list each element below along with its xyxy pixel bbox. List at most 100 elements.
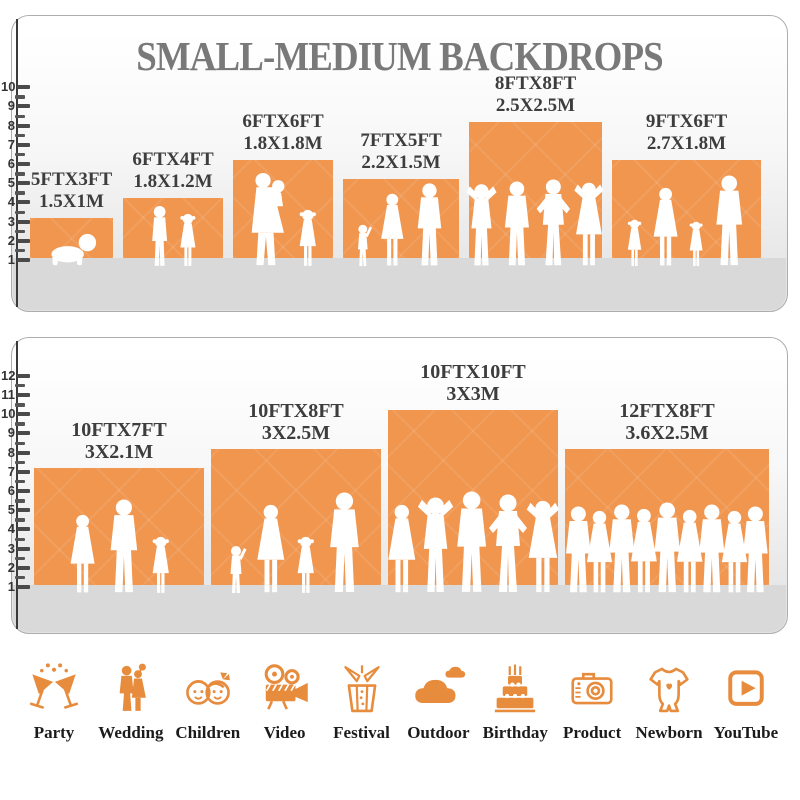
size-label-ft: 12FTX8FT — [619, 400, 715, 422]
floor — [13, 585, 786, 632]
ruler-number: 2 — [7, 559, 15, 575]
woman-silhouette — [65, 514, 100, 594]
wedding-icon — [119, 663, 146, 711]
backdrop-size-label: 9FTX6FT 2.7X1.8M — [646, 111, 727, 155]
ruler-tick-major — [17, 527, 30, 532]
category-party: Party — [18, 660, 90, 772]
man-hips-silhouette — [534, 179, 573, 267]
size-label-ft: 7FTX5FT — [360, 130, 442, 151]
birthday-cake-icon — [495, 664, 536, 713]
ruler-tick-minor — [15, 403, 25, 407]
size-label-m: 3X2.5M — [261, 422, 331, 444]
people-silhouettes — [335, 183, 467, 267]
ruler-tick-major — [17, 373, 30, 378]
size-label-m: 2.5X2.5M — [495, 95, 576, 116]
ruler-number: 5 — [7, 502, 15, 518]
ruler-tick-major — [17, 508, 30, 513]
man-silhouette — [411, 183, 448, 267]
children-icon — [185, 672, 230, 705]
photo-camera-icon — [571, 672, 613, 705]
ruler-tick-minor — [15, 518, 25, 522]
size-label-m: 2.7X1.8M — [646, 133, 727, 154]
size-label-m: 3.6X2.5M — [625, 422, 709, 444]
people-silhouettes — [22, 231, 121, 267]
ruler-tick-major — [17, 238, 30, 243]
ruler-tick-minor — [15, 229, 25, 234]
size-label-ft: 6FTX4FT — [132, 149, 214, 170]
baby-silhouette — [42, 231, 100, 267]
ruler-number: 2 — [7, 232, 15, 248]
ruler-tick-major — [17, 104, 30, 109]
people-silhouettes — [557, 502, 777, 594]
category-newborn: Newborn — [633, 660, 705, 772]
panel-small-medium: SMALL-MEDIUM BACKDROPS 1 2 3 4 5 6 7 8 9 10 5FTX3… — [1, 15, 788, 312]
ruler-number: 5 — [7, 175, 15, 191]
page-title: SMALL-MEDIUM BACKDROPS — [136, 33, 663, 79]
ruler-number: 7 — [7, 463, 15, 479]
man-silhouette — [709, 175, 749, 267]
category-wedding: Wedding — [95, 660, 167, 772]
ruler-tick-minor — [15, 575, 25, 580]
category-label: Wedding — [98, 723, 164, 742]
ruler-number: 3 — [7, 540, 15, 556]
ruler-tick-major — [17, 200, 30, 205]
floor — [13, 258, 786, 310]
ruler-number: 6 — [7, 483, 15, 498]
ruler-number: 8 — [7, 444, 15, 460]
backdrop-size-label: 8FTX8FT 2.5X2.5M — [495, 73, 576, 117]
ruler-number: 4 — [7, 194, 15, 210]
size-label-m: 1.8X1.8M — [243, 133, 323, 154]
people-silhouettes — [461, 179, 610, 267]
backdrop-size-label: 6FTX4FT 1.8X1.2M — [132, 149, 213, 193]
ruler-tick-minor — [15, 479, 25, 484]
category-label: Birthday — [482, 723, 548, 742]
man-silhouette — [103, 499, 145, 594]
ruler-tick-minor — [15, 191, 25, 195]
category-product: Product — [556, 660, 628, 772]
ruler-tick-major — [17, 219, 30, 224]
ruler-number: 12 — [1, 367, 16, 383]
size-label-m: 3X2.1M — [84, 441, 154, 463]
category-label: Party — [33, 723, 75, 742]
ruler-tick-major — [17, 162, 30, 166]
ruler-tick-minor — [15, 383, 25, 388]
ruler-number: 9 — [7, 425, 15, 441]
ruler-number: 11 — [1, 387, 15, 402]
ruler-tick-major — [17, 431, 30, 436]
people-silhouettes — [225, 172, 341, 267]
woman-silhouette — [376, 193, 409, 267]
people-silhouettes — [604, 175, 769, 267]
size-label-ft: 5FTX3FT — [30, 169, 113, 190]
ruler-tick-minor — [15, 441, 25, 445]
ruler-tick-major — [17, 585, 30, 589]
category-label: Outdoor — [407, 723, 470, 742]
ruler-tick-minor — [15, 95, 25, 99]
man-armsup-silhouette — [463, 183, 500, 267]
ruler-number: 8 — [7, 117, 15, 133]
ruler-tick-major — [17, 450, 30, 455]
ruler-tick-major — [17, 142, 30, 147]
ruler-tick-minor — [15, 210, 25, 214]
ruler-tick-major — [17, 85, 30, 90]
size-label-m: 1.8X1.2M — [133, 171, 213, 192]
party-icon — [29, 663, 79, 709]
size-label-m: 1.5X1M — [39, 191, 104, 212]
size-label-ft: 9FTX6FT — [645, 111, 728, 132]
ruler-tick-minor — [15, 248, 25, 253]
girl-silhouette — [686, 221, 706, 267]
woman-silhouette — [251, 504, 291, 594]
woman-baby-silhouette — [245, 172, 293, 267]
ruler-number: 6 — [7, 156, 15, 171]
people-silhouettes — [380, 491, 566, 594]
ruler-tick-minor — [15, 556, 25, 561]
man-silhouette — [322, 492, 367, 594]
category-children: Children — [172, 660, 244, 772]
people-silhouettes — [203, 492, 389, 594]
backdrop-size-label: 10FTX8FT 3X2.5M — [248, 400, 344, 444]
man-silhouette — [736, 506, 775, 594]
video-camera-icon — [264, 664, 308, 710]
ruler-tick-minor — [15, 460, 25, 465]
backdrop-size-label: 5FTX3FT 1.5X1M — [31, 169, 112, 213]
ruler-tick-minor — [15, 422, 25, 426]
people-silhouettes — [115, 205, 231, 267]
